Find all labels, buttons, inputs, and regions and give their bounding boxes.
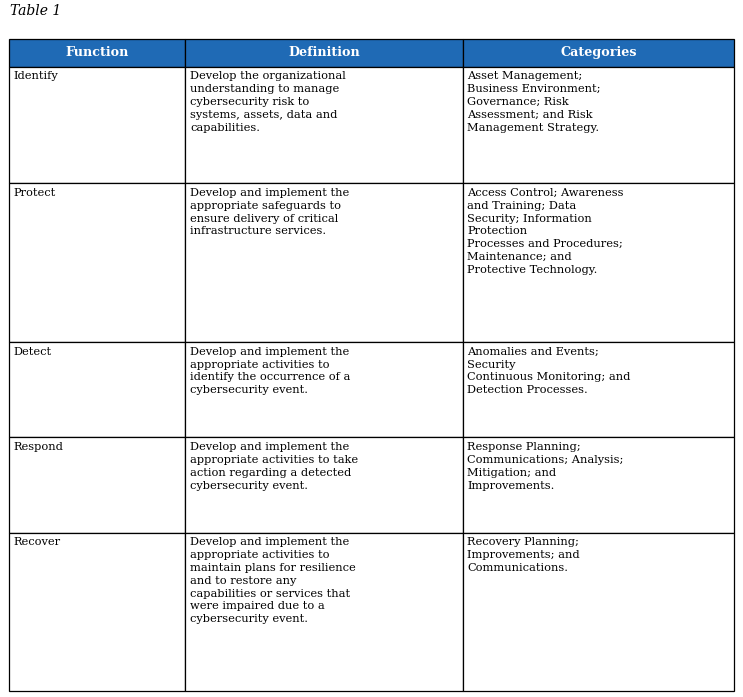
- Text: Develop and implement the
appropriate activities to
identify the occurrence of a: Develop and implement the appropriate ac…: [190, 347, 351, 395]
- Text: Develop and implement the
appropriate activities to take
action regarding a dete: Develop and implement the appropriate ac…: [190, 442, 358, 491]
- Text: Develop and implement the
appropriate safeguards to
ensure delivery of critical
: Develop and implement the appropriate sa…: [190, 188, 349, 236]
- Bar: [186, 437, 463, 533]
- Bar: [9, 437, 186, 533]
- Bar: [463, 437, 734, 533]
- Bar: [463, 39, 734, 67]
- Text: Respond: Respond: [13, 442, 63, 452]
- Text: Access Control; Awareness
and Training; Data
Security; Information
Protection
Pr: Access Control; Awareness and Training; …: [467, 188, 624, 275]
- Text: Detect: Detect: [13, 347, 51, 357]
- Text: Anomalies and Events;
Security
Continuous Monitoring; and
Detection Processes.: Anomalies and Events; Security Continuou…: [467, 347, 631, 395]
- Bar: [463, 67, 734, 183]
- Bar: [186, 39, 463, 67]
- Text: Identify: Identify: [13, 72, 58, 82]
- Bar: [9, 342, 186, 437]
- Bar: [463, 533, 734, 691]
- Text: Function: Function: [65, 46, 129, 59]
- Text: Definition: Definition: [288, 46, 360, 59]
- Bar: [463, 342, 734, 437]
- Bar: [186, 67, 463, 183]
- Text: Develop and implement the
appropriate activities to
maintain plans for resilienc: Develop and implement the appropriate ac…: [190, 537, 356, 625]
- Bar: [463, 183, 734, 342]
- Bar: [186, 533, 463, 691]
- Bar: [186, 342, 463, 437]
- Bar: [9, 183, 186, 342]
- Text: Develop the organizational
understanding to manage
cybersecurity risk to
systems: Develop the organizational understanding…: [190, 72, 345, 132]
- Bar: [9, 533, 186, 691]
- Text: Recover: Recover: [13, 537, 60, 547]
- Bar: [9, 67, 186, 183]
- Text: Asset Management;
Business Environment;
Governance; Risk
Assessment; and Risk
Ma: Asset Management; Business Environment; …: [467, 72, 601, 132]
- Text: Protect: Protect: [13, 188, 56, 198]
- Text: Table 1: Table 1: [10, 4, 62, 18]
- Bar: [9, 39, 186, 67]
- Bar: [186, 183, 463, 342]
- Text: Recovery Planning;
Improvements; and
Communications.: Recovery Planning; Improvements; and Com…: [467, 537, 580, 573]
- Text: Response Planning;
Communications; Analysis;
Mitigation; and
Improvements.: Response Planning; Communications; Analy…: [467, 442, 623, 491]
- Text: Categories: Categories: [560, 46, 637, 59]
